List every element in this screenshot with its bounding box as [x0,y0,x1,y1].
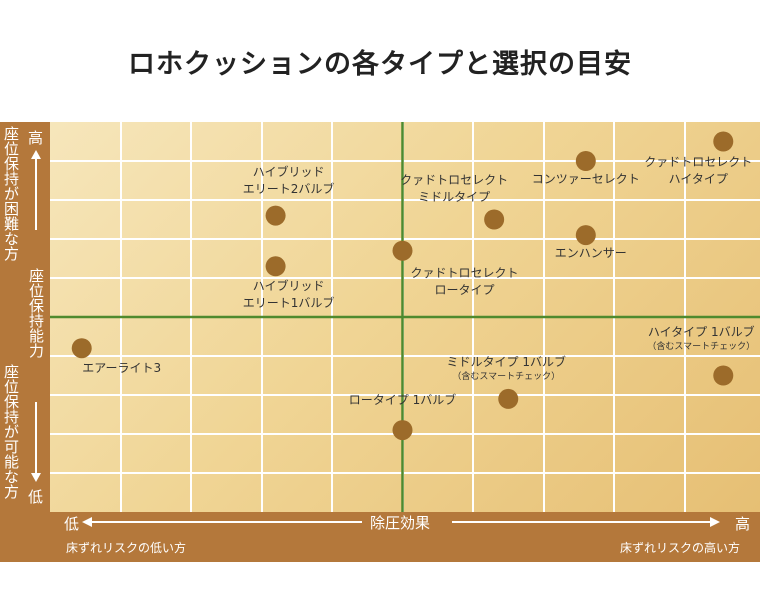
point-label-name: ハイブリッド エリート1バルブ [242,279,335,311]
point-label: クァドトロセレクト ミドルタイプ [400,172,508,206]
y-axis-lower-desc: 座位保持が可能な方 [2,364,20,499]
scatter-point [498,388,519,409]
y-axis-low-label: 低 [28,488,44,506]
x-axis-center-label: 除圧効果 [370,514,431,532]
x-axis-left-desc: 床ずれリスクの低い方 [66,541,187,555]
scatter-point [392,240,413,261]
point-label: クァドトロセレクト ロータイプ [410,265,518,299]
point-label: クァドトロセレクト ハイタイプ [644,154,752,188]
scatter-plot [50,122,760,512]
scatter-point [484,209,505,230]
point-label: ロータイプ 1バルブ [349,392,456,409]
point-label-name: エアーライト3 [82,361,162,376]
point-label-name: クァドトロセレクト ハイタイプ [644,154,753,186]
point-label: エンハンサー [555,245,627,262]
point-label-sub: （含むスマートチェック） [647,341,756,352]
x-axis-low-label: 低 [64,515,80,533]
y-axis-arrow-up-icon [31,150,41,230]
y-axis-upper-desc: 座位保持が困難な方 [2,126,20,261]
scatter-point [71,338,92,359]
point-label: ハイブリッド エリート2バルブ [243,164,335,198]
point-label: ハイブリッド エリート1バルブ [243,278,335,312]
point-label-name: ハイブリッド エリート2バルブ [242,164,335,196]
scatter-point [575,225,596,246]
y-axis-middle-label: 座位保持能力 [27,268,45,358]
x-axis-arrow-right-icon [452,517,720,527]
page-title: ロホクッションの各タイプと選択の目安 [128,49,632,80]
point-label-name: エンハンサー [554,246,627,261]
point-label-name: ミドルタイプ 1バルブ [446,354,566,369]
point-label-name: コンツァーセレクト [531,172,640,186]
point-label-name: クァドトロセレクト ミドルタイプ [400,172,509,204]
scatter-point [265,205,286,226]
x-axis-arrow-left-icon [82,517,362,527]
y-axis-high-label: 高 [28,129,44,147]
point-label: エアーライト3 [82,360,161,377]
scatter-point [713,365,734,386]
x-axis-right-desc: 床ずれリスクの高い方 [620,541,741,555]
scatter-point [575,151,596,171]
point-label-sub: （含むスマートチェック） [452,371,561,382]
point-label: ハイタイプ 1バルブ （含むスマートチェック） [647,324,755,353]
point-label-name: ハイタイプ 1バルブ [647,324,755,339]
scatter-point [713,131,734,152]
y-axis-arrow-down-icon [31,402,41,482]
point-label-name: クァドトロセレクト ロータイプ [410,265,519,297]
point-label-name: ロータイプ 1バルブ [348,393,457,408]
scatter-point [392,420,413,441]
scatter-point [265,256,286,277]
point-label: ミドルタイプ 1バルブ （含むスマートチェック） [447,354,566,383]
point-label: コンツァーセレクト [532,171,640,188]
x-axis-high-label: 高 [735,515,751,533]
plot-area: エアーライト3 ハイブリッド エリート2バルブ ハイブリッド エリート1バルブ クァドトロ… [50,122,760,512]
